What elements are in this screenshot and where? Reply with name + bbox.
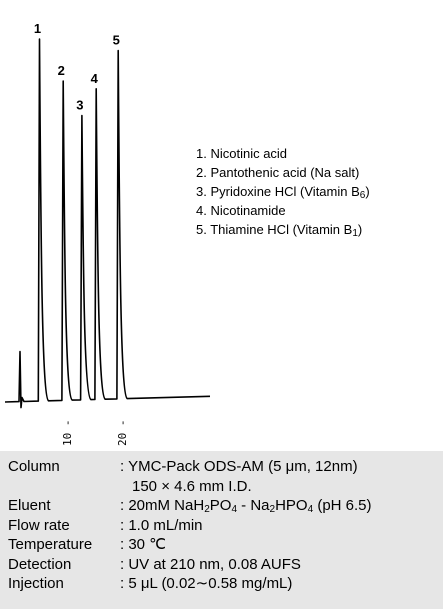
column-value: : YMC-Pack ODS-AM (5 μm, 12nm) 150 × 4.6 … <box>120 458 358 495</box>
legend-item: 5. Thiamine HCl (Vitamin B1) <box>196 222 363 239</box>
legend-item: 2. Pantothenic acid (Na salt) <box>196 165 360 180</box>
chromatogram-chart: 1 2 34 5 10 - 20 - <box>4 21 211 447</box>
peak-label: 3 <box>76 98 83 113</box>
temperature-value: : 30 ℃ <box>120 536 167 553</box>
eluent-label: Eluent <box>8 497 51 514</box>
x-tick-label: 10 - <box>61 420 74 447</box>
flow-row: Flow rate : 1.0 mL/min <box>8 516 372 536</box>
detection-label: Detection <box>8 555 72 573</box>
conditions-table: Column : YMC-Pack ODS-AM (5 μm, 12nm) 150… <box>8 457 372 594</box>
eluent-value: : 20mM NaH2PO4 - Na2HPO4 (pH 6.5) <box>120 497 372 515</box>
temperature-row: Temperature : 30 ℃ <box>8 535 372 555</box>
conditions-panel: Column : YMC-Pack ODS-AM (5 μm, 12nm) 150… <box>0 451 443 609</box>
peak-label: 5 <box>113 33 120 48</box>
temperature-label: Temperature <box>8 536 93 553</box>
injection-label: Injection <box>8 575 64 592</box>
flow-value: : 1.0 mL/min <box>120 516 203 534</box>
legend-item: 1. Nicotinic acid <box>196 146 288 161</box>
detection-value: : UV at 210 nm, 0.08 AUFS <box>120 555 301 573</box>
injection-row: Injection : 5 μL (0.02∼0.58 mg/mL) <box>8 574 372 594</box>
peak-label: 2 <box>58 63 65 78</box>
legend-item: 3. Pyridoxine HCl (Vitamin B6) <box>196 184 370 201</box>
eluent-row: Eluent : 20mM NaH2PO4 - Na2HPO4 (pH 6.5) <box>8 496 372 516</box>
column-label: Column <box>8 458 60 475</box>
injection-value: : 5 μL (0.02∼0.58 mg/mL) <box>120 575 293 592</box>
chart-legend: 1. Nicotinic acid 2. Pantothenic acid (N… <box>196 144 370 239</box>
chromatogram-trace <box>4 38 211 409</box>
detection-row: Detection : UV at 210 nm, 0.08 AUFS <box>8 555 372 575</box>
legend-item: 4. Nicotinamide <box>196 203 286 218</box>
flow-label: Flow rate <box>8 516 70 534</box>
peak-label: 4 <box>91 71 99 86</box>
column-row: Column : YMC-Pack ODS-AM (5 μm, 12nm) 150… <box>8 457 372 496</box>
peak-label: 1 <box>34 21 41 36</box>
x-tick-label: 20 - <box>116 420 129 447</box>
